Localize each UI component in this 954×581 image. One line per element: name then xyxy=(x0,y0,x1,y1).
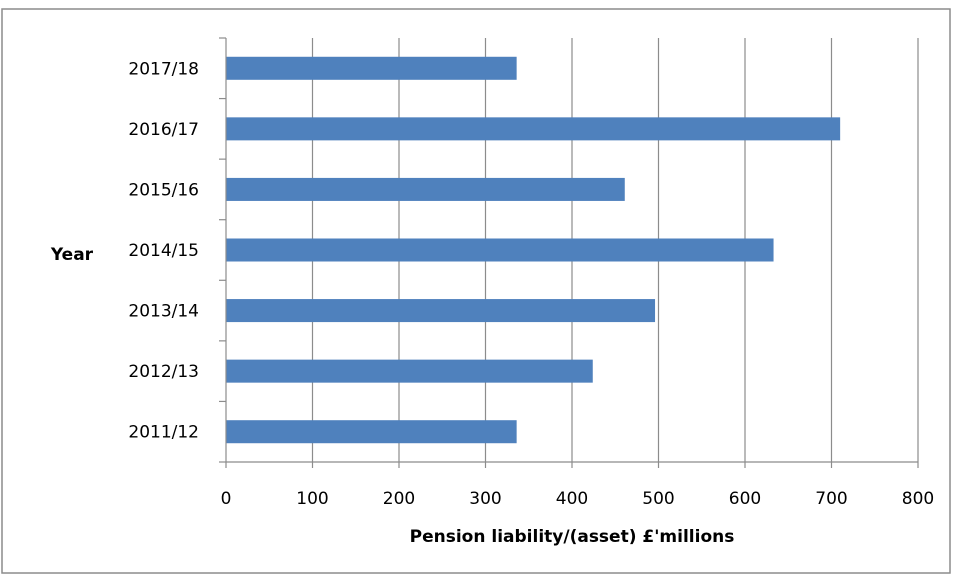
bar xyxy=(226,299,656,323)
y-tick-label: 2013/14 xyxy=(128,302,199,322)
bar xyxy=(226,177,625,201)
x-tick-label: 400 xyxy=(556,489,588,509)
bar xyxy=(226,420,517,444)
axes xyxy=(219,37,919,468)
bar xyxy=(226,117,841,141)
y-axis-title: Year xyxy=(50,245,94,265)
y-tick-label: 2011/12 xyxy=(128,423,199,443)
x-tick-label: 700 xyxy=(815,489,847,509)
x-tick-label: 0 xyxy=(221,489,232,509)
x-tick-label: 500 xyxy=(642,489,674,509)
y-tick-label: 2012/13 xyxy=(128,362,199,382)
bars xyxy=(226,56,841,444)
y-tick-label: 2016/17 xyxy=(128,120,199,140)
x-tick-label: 600 xyxy=(729,489,761,509)
y-tick-label: 2017/18 xyxy=(128,59,199,79)
x-axis-title: Pension liability/(asset) £'millions xyxy=(410,527,735,547)
chart-border xyxy=(1,8,951,574)
y-tick-label: 2014/15 xyxy=(128,241,199,261)
x-tick-label: 100 xyxy=(296,489,328,509)
x-tick-label: 800 xyxy=(902,489,934,509)
bar xyxy=(226,56,517,80)
bar xyxy=(226,359,593,383)
bar xyxy=(226,238,774,262)
x-tick-label: 300 xyxy=(469,489,501,509)
tick-labels: 0 100 200 300 400 500 600 700 800 2011/12 2012/13 2… xyxy=(128,59,934,509)
y-tick-label: 2015/16 xyxy=(128,180,199,200)
x-tick-label: 200 xyxy=(383,489,415,509)
